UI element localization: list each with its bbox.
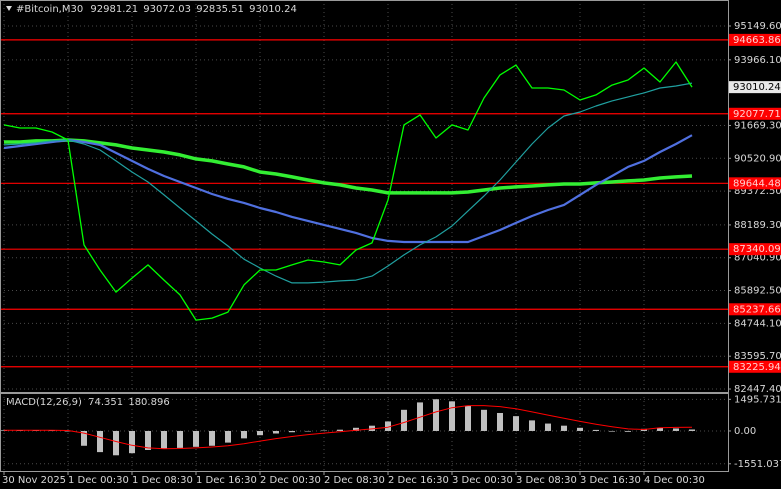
open: 92981.21 (90, 4, 138, 15)
x-tick-label: 2 Dec 00:30 (260, 475, 321, 486)
level-label: 89644.48 (733, 178, 781, 189)
histogram-bar (481, 409, 487, 431)
y-tick-label: 0.00 (734, 426, 756, 437)
histogram-bar (257, 430, 263, 436)
histogram-bar (513, 416, 519, 431)
level-label-box (729, 107, 781, 120)
histogram-bar (545, 423, 551, 431)
x-tick-label: 3 Dec 08:30 (516, 475, 577, 486)
histogram-bar (289, 430, 295, 433)
histogram-bar (65, 430, 71, 432)
main-frame (0, 0, 729, 393)
x-tick-label: 2 Dec 16:30 (388, 475, 449, 486)
y-tick-label: 93966.10 (734, 55, 781, 66)
moving-average (3, 82, 693, 284)
histogram-bar (673, 428, 679, 431)
level-label: 92077.71 (733, 109, 781, 120)
y-tick-label: -1551.037 (734, 459, 781, 470)
y-tick-label: 87040.90 (734, 253, 781, 264)
close: 93010.24 (249, 4, 297, 15)
histogram-bar (337, 429, 343, 431)
histogram-bar (385, 421, 391, 431)
level-label: 85237.66 (733, 304, 781, 315)
price-line (3, 61, 693, 321)
histogram-bar (449, 401, 455, 431)
high: 93072.03 (143, 4, 191, 15)
x-tick-label: 4 Dec 00:30 (644, 475, 705, 486)
y-tick-label: 89372.50 (734, 186, 781, 197)
histogram-bar (689, 429, 695, 431)
y-tick-label: 91669.30 (734, 120, 781, 131)
histogram-bar (561, 425, 567, 431)
x-tick-label: 30 Nov 2025 (2, 475, 66, 486)
header: #Bitcoin,M30 92981.21 93072.03 92835.51 … (16, 4, 297, 15)
y-tick-label: 1495.731 (734, 394, 781, 405)
level-label-box (729, 303, 781, 316)
level-label: 94663.86 (733, 35, 781, 46)
histogram-bar (113, 430, 119, 456)
histogram-bar (145, 430, 151, 451)
histogram-bar (529, 420, 535, 431)
low: 92835.51 (196, 4, 244, 15)
histogram-bar (97, 430, 103, 453)
macd-header: MACD(12,26,9) 74.351 180.896 (6, 397, 170, 408)
histogram-bar (209, 430, 215, 446)
macd-title: MACD(12,26,9) (6, 397, 82, 408)
y-tick-label: 88189.30 (734, 220, 781, 231)
price-label: 93010.24 (733, 82, 781, 93)
histogram-bar (129, 430, 135, 454)
histogram-bar (497, 412, 503, 431)
moving-average (3, 134, 693, 244)
moving-average (4, 138, 693, 195)
histogram-bar (401, 409, 407, 431)
histogram-bar (433, 399, 439, 431)
x-tick-label: 1 Dec 00:30 (68, 475, 129, 486)
x-tick-label: 2 Dec 08:30 (324, 475, 385, 486)
histogram-bar (273, 430, 279, 434)
y-tick-label: 90520.90 (734, 153, 781, 164)
x-tick-label: 1 Dec 08:30 (132, 475, 193, 486)
histogram-bar (609, 430, 615, 432)
histogram-bar (1, 430, 7, 431)
x-tick-label: 3 Dec 00:30 (452, 475, 513, 486)
menu-arrow[interactable] (6, 6, 12, 11)
y-tick-label: 82447.40 (734, 384, 781, 395)
level-label: 87340.09 (733, 244, 781, 255)
signal-value: 180.896 (128, 397, 169, 408)
signal-line (3, 405, 693, 450)
histogram-bar (353, 427, 359, 431)
histogram-bar (305, 430, 311, 432)
histogram-bar (193, 430, 199, 447)
histogram-bar (225, 430, 231, 443)
histogram-bar (161, 430, 167, 449)
histogram-bar (465, 405, 471, 431)
histogram-bar (321, 430, 327, 432)
histogram-bar (577, 427, 583, 431)
level-label: 83225.94 (733, 362, 781, 373)
histogram-bar (241, 430, 247, 439)
level-label-box (729, 33, 781, 46)
macd-value: 74.351 (88, 397, 123, 408)
y-tick-label: 85892.50 (734, 286, 781, 297)
x-tick-label: 1 Dec 16:30 (196, 475, 257, 486)
level-label-box (729, 243, 781, 256)
price-label-box (729, 81, 781, 94)
histogram-bar (657, 427, 663, 431)
histogram-bar (625, 430, 631, 432)
histogram-bar (369, 425, 375, 431)
macd-frame (0, 393, 729, 472)
y-tick-label: 83595.70 (734, 351, 781, 362)
histogram-bar (81, 430, 87, 446)
level-label-box (729, 360, 781, 373)
symbol: #Bitcoin,M30 (16, 4, 83, 15)
histogram-bar (593, 429, 599, 431)
y-tick-label: 95149.60 (734, 21, 781, 32)
histogram-bar (177, 430, 183, 448)
x-tick-label: 3 Dec 16:30 (580, 475, 641, 486)
level-label-box (729, 177, 781, 190)
y-tick-label: 84744.10 (734, 318, 781, 329)
